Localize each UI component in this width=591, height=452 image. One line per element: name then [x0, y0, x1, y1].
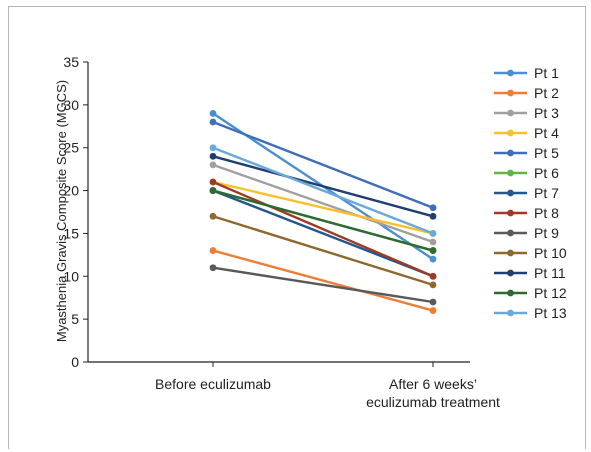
legend-item: Pt 10	[494, 245, 567, 261]
y-tick-label: 10	[63, 268, 79, 284]
series-points	[209, 110, 437, 314]
data-point-pt-2	[429, 307, 437, 314]
data-point-pt-13	[429, 230, 437, 237]
legend-swatch-marker	[507, 229, 514, 237]
data-point-pt-5	[209, 118, 217, 126]
legend-item: Pt 1	[494, 65, 559, 81]
legend-label: Pt 5	[534, 145, 559, 161]
data-point-pt-1	[209, 110, 217, 117]
data-point-pt-3	[429, 238, 437, 246]
series-line-pt-11	[211, 155, 435, 218]
legend-label: Pt 13	[534, 305, 567, 321]
legend-swatch-marker	[507, 109, 514, 117]
y-tick-label: 15	[63, 225, 79, 241]
y-axis-label: Myasthenia Gravis Composite Score (MGCS)	[54, 80, 69, 342]
legend-item: Pt 7	[494, 185, 559, 201]
legend-swatch-marker	[507, 189, 514, 197]
legend-item: Pt 6	[494, 165, 559, 181]
legend-swatch-marker	[507, 169, 514, 177]
figure-frame	[8, 6, 586, 449]
data-point-pt-8	[209, 178, 217, 186]
y-tick-label: 25	[63, 140, 79, 156]
series-line-pt-4	[211, 180, 435, 235]
series-line-pt-5	[211, 120, 435, 209]
legend-item: Pt 2	[494, 85, 559, 101]
legend-swatch-marker	[507, 209, 514, 217]
legend-label: Pt 2	[534, 85, 559, 101]
series-line-pt-10	[211, 215, 435, 287]
legend-label: Pt 12	[534, 285, 567, 301]
legend-swatch-marker	[507, 309, 514, 317]
data-point-pt-11	[209, 152, 217, 160]
legend-swatch-marker	[507, 129, 514, 137]
data-point-pt-11	[429, 212, 437, 220]
legend-label: Pt 7	[534, 185, 559, 201]
data-point-pt-8	[429, 272, 437, 280]
data-point-pt-10	[429, 281, 437, 289]
legend-label: Pt 6	[534, 165, 559, 181]
series-line-pt-3	[211, 163, 435, 244]
legend-item: Pt 8	[494, 205, 559, 221]
legend-item: Pt 4	[494, 125, 559, 141]
legend-label: Pt 1	[534, 65, 559, 81]
legend-label: Pt 8	[534, 205, 559, 221]
data-point-pt-1	[429, 255, 437, 263]
legend-swatch-marker	[507, 89, 514, 97]
data-point-pt-3	[209, 161, 217, 169]
y-tick-label: 20	[63, 183, 79, 199]
legend-item: Pt 9	[494, 225, 559, 241]
data-point-pt-13	[209, 144, 217, 152]
legend-swatch-marker	[507, 69, 514, 77]
legend-label: Pt 11	[534, 265, 566, 281]
data-point-pt-5	[429, 204, 437, 212]
legend-swatch-marker	[507, 269, 514, 277]
x-tick-label: After 6 weeks’	[389, 376, 477, 392]
legend-item: Pt 5	[494, 145, 559, 161]
data-point-pt-2	[209, 247, 217, 254]
axes: 0 5 10 15 20 25 30 35 Before eculizumab After 6 w…	[63, 54, 500, 410]
legend-label: Pt 10	[534, 245, 567, 261]
legend-item: Pt 12	[494, 285, 567, 301]
data-point-pt-9	[209, 264, 217, 272]
series-line-pt-8	[211, 180, 435, 278]
x-tick-label: eculizumab treatment	[366, 394, 500, 410]
data-point-pt-9	[429, 298, 437, 306]
legend-swatch-marker	[507, 289, 514, 297]
series-line-pt-9	[211, 266, 435, 304]
legend-swatch-marker	[507, 149, 514, 157]
legend: Pt 1 Pt 2 Pt 3 Pt 4 Pt 5 Pt 6 Pt 7 Pt 8 Pt 9 Pt 1…	[494, 65, 567, 321]
y-tick-label: 0	[71, 354, 79, 370]
legend-label: Pt 3	[534, 105, 559, 121]
data-point-pt-12	[429, 247, 437, 254]
series-line-pt-2	[211, 249, 435, 312]
y-tick-label: 30	[63, 97, 79, 113]
legend-label: Pt 4	[534, 125, 559, 141]
x-tick-label: Before eculizumab	[155, 376, 271, 392]
series-line-pt-12	[211, 189, 435, 252]
legend-swatch-marker	[507, 249, 514, 257]
legend-item: Pt 3	[494, 105, 559, 121]
series-line-pt-13	[211, 146, 435, 235]
y-tick-label: 35	[63, 54, 79, 70]
series-line-pt-7	[211, 189, 435, 278]
legend-label: Pt 9	[534, 225, 559, 241]
data-point-pt-12	[209, 187, 217, 194]
legend-item: Pt 11	[494, 265, 566, 281]
y-tick-label: 5	[71, 311, 79, 327]
series-lines	[211, 112, 435, 312]
legend-item: Pt 13	[494, 305, 567, 321]
data-point-pt-10	[209, 212, 217, 220]
